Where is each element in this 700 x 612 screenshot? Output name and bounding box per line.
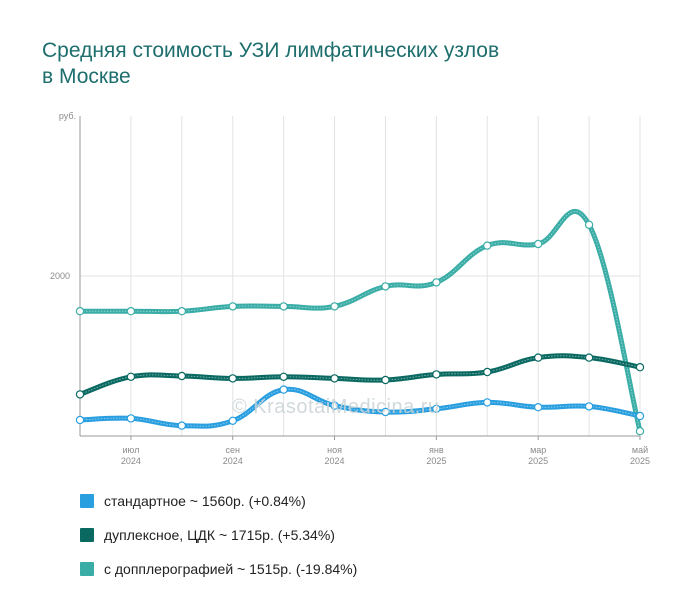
legend-label: дуплексное, ЦДК ~ 1715р. (+5.34%) [104,527,335,543]
data-point [228,416,237,425]
data-point [279,302,288,311]
y-unit-label: руб. [59,111,76,121]
watermark: © KrasotaiMedicina.ru [232,396,440,418]
data-point [533,353,543,362]
data-point [635,411,645,421]
x-tick-label-month: июл [122,445,139,455]
data-point [228,374,237,383]
legend-item[interactable]: с допплерографией ~ 1515р. (-19.84%) [80,552,357,586]
data-point [75,307,85,316]
x-tick-label-month: янв [429,445,444,455]
data-point [381,375,390,385]
chart-title-line-2: в Москве [42,65,131,88]
data-point [126,414,136,423]
legend-label: с допплерографией ~ 1515р. (-19.84%) [104,561,358,577]
data-point [432,404,441,413]
y-tick-label: 2000 [50,271,70,281]
series-line-texture [79,355,641,395]
data-point [228,302,237,311]
data-point [279,385,288,394]
data-point [381,282,390,291]
chart-title: Средняя стоимость УЗИ лимфатических узло… [42,38,642,90]
x-tick-label-year: 2024 [121,456,141,466]
data-point [432,370,441,379]
data-point [533,403,543,412]
data-point [533,239,543,249]
data-point [483,398,492,407]
legend-label: стандартное ~ 1560р. (+0.84%) [104,493,306,509]
data-point [635,363,645,372]
data-point [126,307,136,316]
x-tick-label-year: 2025 [426,456,446,466]
data-point [330,302,339,311]
data-point [483,367,492,377]
x-tick-label-year: 2025 [630,456,650,466]
chart-title-line-1: Средняя стоимость УЗИ лимфатических узло… [42,39,500,62]
x-tick-label-month: мар [530,445,546,455]
data-point [584,402,594,411]
data-point [330,401,339,410]
x-tick-label-year: 2024 [223,456,243,466]
data-point [177,371,187,381]
data-point [584,353,594,362]
chart-legend: стандартное ~ 1560р. (+0.84%) дуплексное,… [80,484,357,586]
data-point [75,415,85,425]
data-point [177,307,187,316]
x-tick-label-year: 2024 [325,456,345,466]
legend-swatch [80,494,94,508]
x-tick-label-year: 2025 [528,456,548,466]
data-point [381,407,390,417]
legend-item[interactable]: стандартное ~ 1560р. (+0.84%) [80,484,357,518]
x-tick-label-month: сен [225,445,240,455]
data-point [635,427,645,436]
data-point [432,278,441,287]
legend-swatch [80,528,94,542]
x-tick-label-month: май [632,445,648,455]
legend-item[interactable]: дуплексное, ЦДК ~ 1715р. (+5.34%) [80,518,357,552]
legend-swatch [80,562,94,576]
data-point [483,241,492,250]
data-point [75,390,85,399]
x-tick-label-month: ноя [327,445,342,455]
data-point [330,374,339,383]
data-point [177,421,187,430]
data-point [126,372,136,381]
data-point [279,372,288,381]
data-point [584,220,594,229]
